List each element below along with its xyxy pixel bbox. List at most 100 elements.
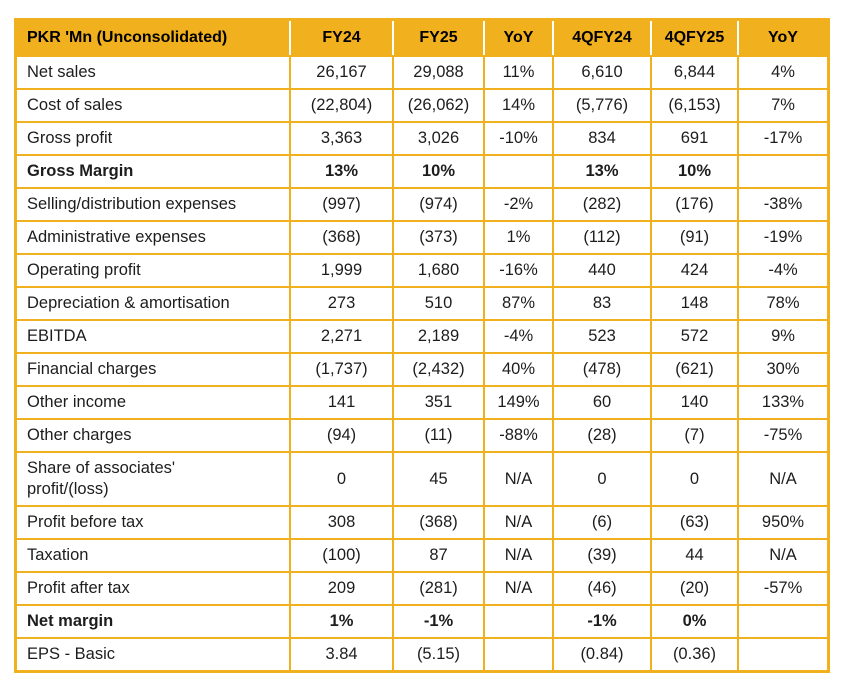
value-cell: 13%	[289, 154, 392, 187]
value-cell: 26,167	[289, 55, 392, 88]
value-cell: 1%	[289, 604, 392, 637]
value-cell: 14%	[483, 88, 552, 121]
value-cell: 523	[552, 319, 650, 352]
value-cell: 1%	[483, 220, 552, 253]
value-cell: 40%	[483, 352, 552, 385]
table-row: Profit after tax 209 (281) N/A (46) (20) -57%	[17, 571, 827, 604]
table-row: Net sales 26,167 29,088 11% 6,610 6,844 4%	[17, 55, 827, 88]
value-cell: 209	[289, 571, 392, 604]
table-title-cell: PKR 'Mn (Unconsolidated)	[17, 21, 289, 55]
value-cell: 78%	[737, 286, 827, 319]
value-cell: (0.84)	[552, 637, 650, 670]
column-header-4qfy24: 4QFY24	[552, 21, 650, 55]
row-label: EPS - Basic	[17, 637, 289, 670]
value-cell: (6,153)	[650, 88, 737, 121]
value-cell: 273	[289, 286, 392, 319]
table-row: EBITDA 2,271 2,189 -4% 523 572 9%	[17, 319, 827, 352]
value-cell: 87%	[483, 286, 552, 319]
row-label: Cost of sales	[17, 88, 289, 121]
value-cell: (373)	[392, 220, 483, 253]
table-row: Share of associates' profit/(loss) 0 45 N/A…	[17, 451, 827, 505]
value-cell: 60	[552, 385, 650, 418]
value-cell: (28)	[552, 418, 650, 451]
column-header-4qfy25: 4QFY25	[650, 21, 737, 55]
table-row: Financial charges (1,737) (2,432) 40% (478)(…	[17, 352, 827, 385]
value-cell: (39)	[552, 538, 650, 571]
row-label: Selling/distribution expenses	[17, 187, 289, 220]
value-cell: 3.84	[289, 637, 392, 670]
table-row: Profit before tax 308 (368) N/A (6) (63) 950%	[17, 505, 827, 538]
row-label: Depreciation & amortisation	[17, 286, 289, 319]
value-cell: (621)	[650, 352, 737, 385]
value-cell: -1%	[552, 604, 650, 637]
value-cell: 13%	[552, 154, 650, 187]
table-header-row: PKR 'Mn (Unconsolidated) FY24 FY25 YoY 4QFY2…	[17, 21, 827, 55]
row-label: Net sales	[17, 55, 289, 88]
value-cell: (20)	[650, 571, 737, 604]
value-cell: 10%	[650, 154, 737, 187]
value-cell: (7)	[650, 418, 737, 451]
value-cell: -4%	[737, 253, 827, 286]
value-cell: 3,026	[392, 121, 483, 154]
value-cell: 133%	[737, 385, 827, 418]
value-cell: (94)	[289, 418, 392, 451]
value-cell: N/A	[483, 505, 552, 538]
value-cell: (0.36)	[650, 637, 737, 670]
value-cell: -17%	[737, 121, 827, 154]
column-header-yoy: YoY	[737, 21, 827, 55]
value-cell: N/A	[483, 571, 552, 604]
value-cell: (63)	[650, 505, 737, 538]
row-label: Other income	[17, 385, 289, 418]
value-cell: 140	[650, 385, 737, 418]
value-cell: N/A	[483, 538, 552, 571]
row-label: EBITDA	[17, 319, 289, 352]
value-cell: 0	[289, 451, 392, 505]
value-cell: (176)	[650, 187, 737, 220]
value-cell	[737, 637, 827, 670]
value-cell: 834	[552, 121, 650, 154]
value-cell: (368)	[289, 220, 392, 253]
value-cell: 11%	[483, 55, 552, 88]
table-row: Depreciation & amortisation 273 510 87% 83 14…	[17, 286, 827, 319]
value-cell: 6,844	[650, 55, 737, 88]
value-cell	[483, 604, 552, 637]
table-row: Operating profit 1,999 1,680 -16% 440 424 -4%	[17, 253, 827, 286]
value-cell: (46)	[552, 571, 650, 604]
row-label: Taxation	[17, 538, 289, 571]
table-row: Cost of sales (22,804) (26,062) 14% (5,776)(…	[17, 88, 827, 121]
value-cell: N/A	[737, 451, 827, 505]
value-cell: 691	[650, 121, 737, 154]
value-cell: 308	[289, 505, 392, 538]
table-row: Administrative expenses (368) (373) 1% (112)…	[17, 220, 827, 253]
row-label: Profit before tax	[17, 505, 289, 538]
value-cell: 83	[552, 286, 650, 319]
row-label: Other charges	[17, 418, 289, 451]
value-cell: -2%	[483, 187, 552, 220]
row-label: Share of associates' profit/(loss)	[17, 451, 289, 505]
value-cell: (91)	[650, 220, 737, 253]
row-label: Net margin	[17, 604, 289, 637]
value-cell: (1,737)	[289, 352, 392, 385]
value-cell: -57%	[737, 571, 827, 604]
value-cell: (112)	[552, 220, 650, 253]
value-cell: 87	[392, 538, 483, 571]
value-cell	[737, 154, 827, 187]
value-cell: 572	[650, 319, 737, 352]
financial-results-table: PKR 'Mn (Unconsolidated) FY24 FY25 YoY 4QFY2…	[14, 18, 830, 673]
value-cell: -88%	[483, 418, 552, 451]
value-cell: 149%	[483, 385, 552, 418]
row-label: Gross profit	[17, 121, 289, 154]
value-cell: 44	[650, 538, 737, 571]
value-cell: (5.15)	[392, 637, 483, 670]
value-cell: 45	[392, 451, 483, 505]
value-cell: 424	[650, 253, 737, 286]
value-cell: 1,999	[289, 253, 392, 286]
value-cell: 0%	[650, 604, 737, 637]
row-label: Financial charges	[17, 352, 289, 385]
value-cell: (478)	[552, 352, 650, 385]
value-cell: 141	[289, 385, 392, 418]
row-label: Operating profit	[17, 253, 289, 286]
value-cell: 30%	[737, 352, 827, 385]
value-cell: (368)	[392, 505, 483, 538]
value-cell: -38%	[737, 187, 827, 220]
